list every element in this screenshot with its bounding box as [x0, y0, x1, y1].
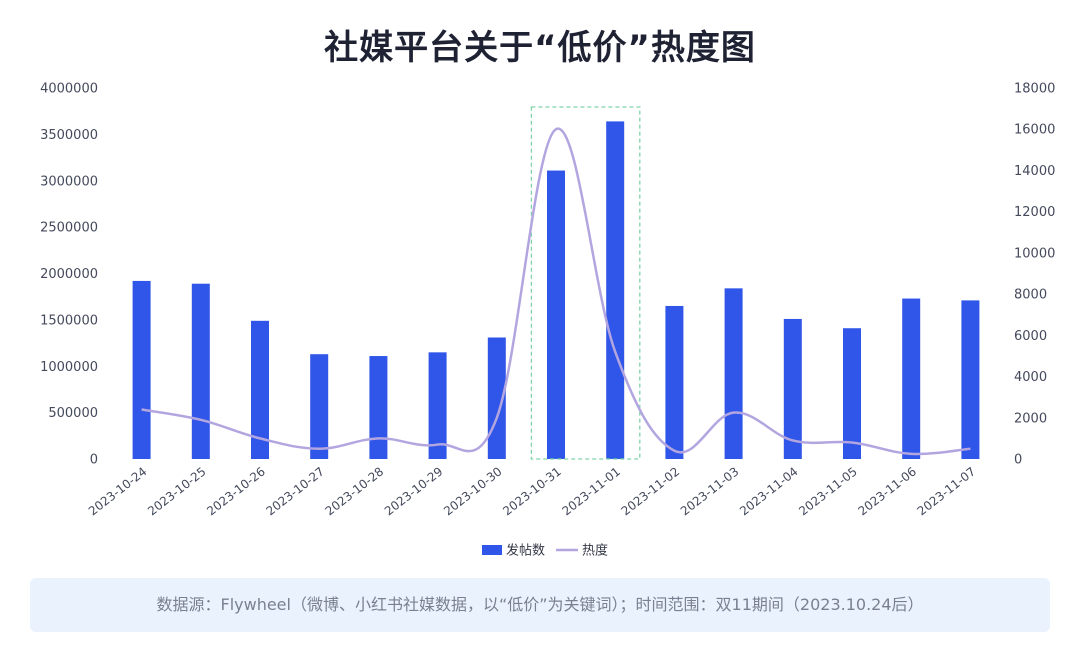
heat-line [141, 127, 971, 456]
legend-label-posts: 发帖数 [506, 543, 545, 559]
x-tick-label: 2023-11-07 [915, 464, 979, 518]
bar-series-posts [132, 121, 980, 460]
x-tick-label: 2023-11-01 [559, 464, 623, 518]
x-tick-label: 2023-11-06 [855, 464, 919, 518]
left-tick-label: 2000000 [40, 267, 98, 282]
left-tick-label: 4000000 [40, 82, 98, 97]
x-tick-label: 2023-11-03 [678, 464, 742, 518]
source-note: 数据源：Flywheel（微博、小红书社媒数据，以“低价”为关键词）；时间范围：… [30, 578, 1050, 632]
highlight-box [530, 106, 641, 460]
bar [783, 318, 802, 459]
bar [665, 305, 684, 459]
x-tick-label: 2023-11-04 [737, 464, 801, 518]
highlight-rect [530, 106, 641, 460]
x-tick-label: 2023-10-28 [323, 464, 387, 518]
x-tick-label: 2023-10-25 [145, 464, 209, 518]
left-tick-label: 0 [90, 453, 98, 468]
left-tick-label: 500000 [48, 406, 98, 421]
bar [428, 352, 447, 459]
chart-title: 社媒平台关于“低价”热度图 [324, 28, 756, 68]
left-tick-label: 1000000 [40, 360, 98, 375]
right-y-axis: 0 2000 4000 6000 8000 10000 12000 14000 16000 180… [1014, 82, 1055, 468]
line-series-heat [141, 127, 971, 456]
right-tick-label: 14000 [1014, 164, 1055, 179]
bar [251, 320, 269, 459]
legend: 发帖数 热度 [482, 543, 608, 559]
bar [547, 170, 565, 460]
left-tick-label: 3500000 [40, 128, 98, 143]
bar [902, 298, 921, 459]
bar [132, 280, 151, 459]
right-tick-label: 4000 [1014, 370, 1047, 385]
x-tick-label: 2023-10-26 [204, 464, 268, 518]
left-y-axis: 0 500000 1000000 1500000 2000000 2500000 30000… [40, 82, 98, 468]
x-tick-label: 2023-10-30 [441, 464, 505, 518]
x-axis: 2023-10-242023-10-252023-10-262023-10-27… [86, 464, 978, 518]
bar [961, 300, 980, 459]
legend-label-heat: 热度 [582, 543, 608, 559]
chart-canvas: 0 500000 1000000 1500000 2000000 2500000 30000… [40, 82, 1055, 559]
bar [191, 283, 210, 459]
legend-swatch-posts [482, 545, 502, 555]
left-tick-label: 2500000 [40, 221, 98, 236]
x-tick-label: 2023-10-24 [86, 464, 150, 518]
x-tick-label: 2023-11-02 [619, 464, 683, 518]
right-tick-label: 6000 [1014, 329, 1047, 344]
right-tick-label: 18000 [1014, 82, 1055, 97]
right-tick-label: 0 [1014, 453, 1022, 468]
bar [606, 121, 625, 459]
bar [843, 328, 861, 459]
bar [369, 356, 388, 459]
x-tick-label: 2023-10-31 [500, 464, 564, 518]
left-tick-label: 1500000 [40, 313, 98, 328]
bar [310, 354, 329, 459]
x-tick-label: 2023-10-27 [263, 464, 327, 518]
left-tick-label: 3000000 [40, 174, 98, 189]
right-tick-label: 2000 [1014, 411, 1047, 426]
bar [724, 288, 743, 459]
x-tick-label: 2023-10-29 [382, 464, 446, 518]
right-tick-label: 8000 [1014, 288, 1047, 303]
right-tick-label: 12000 [1014, 205, 1055, 220]
x-tick-label: 2023-11-05 [796, 464, 860, 518]
right-tick-label: 16000 [1014, 123, 1055, 138]
right-tick-label: 10000 [1014, 246, 1055, 261]
